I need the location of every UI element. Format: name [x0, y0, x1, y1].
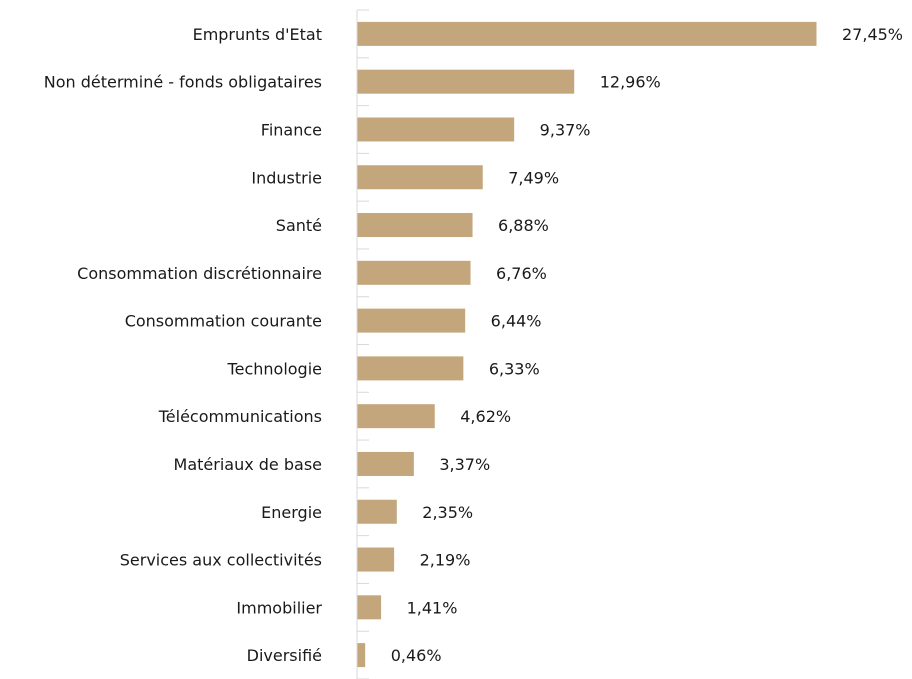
data-label: 6,33%: [489, 359, 540, 378]
category-label: Finance: [261, 120, 322, 139]
data-label: 27,45%: [842, 25, 903, 44]
bar: [357, 117, 515, 142]
category-label: Matériaux de base: [174, 455, 322, 474]
data-label: 4,62%: [460, 407, 511, 426]
bar: [357, 451, 414, 476]
bar: [357, 165, 483, 190]
category-label: Industrie: [251, 168, 322, 187]
category-label: Emprunts d'Etat: [193, 25, 322, 44]
category-label: Consommation courante: [125, 312, 322, 331]
bar: [357, 643, 366, 668]
bar: [357, 213, 473, 238]
data-label: 1,41%: [407, 598, 458, 617]
category-label: Energie: [261, 503, 322, 522]
bar: [357, 404, 435, 429]
bar: [357, 69, 575, 94]
bar: [357, 595, 382, 620]
category-label: Technologie: [227, 359, 322, 378]
category-label: Immobilier: [236, 598, 322, 617]
data-label: 6,88%: [498, 216, 549, 235]
category-label: Santé: [276, 216, 322, 235]
data-label: 7,49%: [508, 168, 559, 187]
category-label: Services aux collectivités: [120, 551, 322, 570]
bar: [357, 356, 464, 381]
data-label: 2,19%: [420, 551, 471, 570]
bar: [357, 21, 817, 46]
data-label: 6,76%: [496, 264, 547, 283]
bar: [357, 547, 395, 572]
category-label: Diversifié: [247, 646, 322, 665]
bar: [357, 308, 466, 333]
data-label: 0,46%: [391, 646, 442, 665]
data-label: 12,96%: [600, 73, 661, 92]
data-label: 3,37%: [439, 455, 490, 474]
data-label: 2,35%: [422, 503, 473, 522]
category-label: Non déterminé - fonds obligataires: [44, 73, 322, 92]
data-label: 6,44%: [491, 312, 542, 331]
bar: [357, 260, 471, 285]
category-label: Consommation discrétionnaire: [77, 264, 322, 283]
category-label: Télécommunications: [158, 407, 322, 426]
data-label: 9,37%: [540, 120, 591, 139]
bar: [357, 499, 397, 524]
